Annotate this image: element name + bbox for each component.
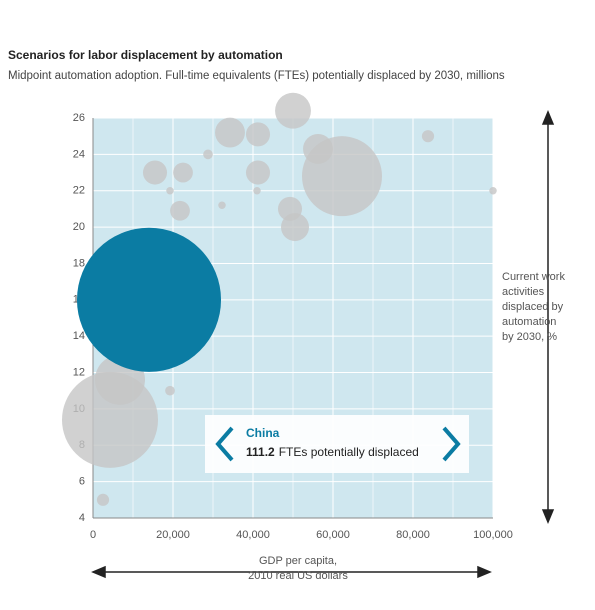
x-tick-label: 20,000 xyxy=(156,529,190,541)
bubble xyxy=(275,92,311,129)
y-axis-title: displaced by xyxy=(502,301,564,313)
chart-title: Scenarios for labor displacement by auto… xyxy=(8,48,283,62)
y-arrow xyxy=(541,110,555,524)
bubble xyxy=(165,385,175,396)
bubble xyxy=(96,493,110,506)
x-tick-label: 0 xyxy=(90,529,96,541)
x-arrow xyxy=(91,565,492,579)
y-tick-label: 14 xyxy=(73,330,85,342)
bubble xyxy=(215,117,245,148)
bubble xyxy=(203,149,213,160)
chevron-left xyxy=(215,426,234,462)
highlight-bubble xyxy=(76,227,222,372)
y-axis-title: automation xyxy=(502,316,556,328)
y-tick-label: 24 xyxy=(73,148,85,160)
chevron-right xyxy=(442,426,461,462)
bubble xyxy=(166,186,174,195)
bubble xyxy=(170,200,190,221)
y-tick-label: 18 xyxy=(73,257,85,269)
x-tick-label: 60,000 xyxy=(316,529,350,541)
bubble xyxy=(253,186,261,195)
x-tick-label: 40,000 xyxy=(236,529,270,541)
bubble xyxy=(421,130,435,143)
y-axis-title: Current work xyxy=(502,271,565,283)
y-tick-label: 26 xyxy=(73,112,85,124)
x-axis-title: GDP per capita, xyxy=(259,555,337,567)
bubble xyxy=(173,162,193,183)
bubble xyxy=(218,201,226,210)
callout-value: 111.2 xyxy=(246,445,275,459)
bubble xyxy=(245,160,271,185)
bubble xyxy=(489,186,497,195)
x-axis-title: 2010 real US dollars xyxy=(248,570,348,582)
y-axis-title: activities xyxy=(502,286,545,298)
y-tick-label: 20 xyxy=(73,221,85,233)
chart-subtitle: Midpoint automation adoption. Full-time … xyxy=(8,70,505,82)
callout: China 111.2 FTEs potentially displaced xyxy=(205,415,469,473)
x-tick-label: 80,000 xyxy=(396,529,430,541)
callout-label: FTEs potentially displaced xyxy=(279,445,419,459)
y-tick-label: 6 xyxy=(79,476,85,488)
y-tick-label: 22 xyxy=(73,185,85,197)
x-tick-label: 100,000 xyxy=(473,529,513,541)
y-tick-label: 12 xyxy=(73,366,85,378)
y-tick-label: 4 xyxy=(79,512,85,524)
callout-box xyxy=(205,415,469,473)
callout-text: 111.2 FTEs potentially displaced xyxy=(246,445,419,459)
bubble xyxy=(301,136,383,217)
bubble xyxy=(142,160,168,185)
y-axis-title: by 2030, % xyxy=(502,331,557,343)
callout-name: China xyxy=(246,426,280,440)
bubble xyxy=(281,213,309,242)
bubble xyxy=(245,122,271,147)
